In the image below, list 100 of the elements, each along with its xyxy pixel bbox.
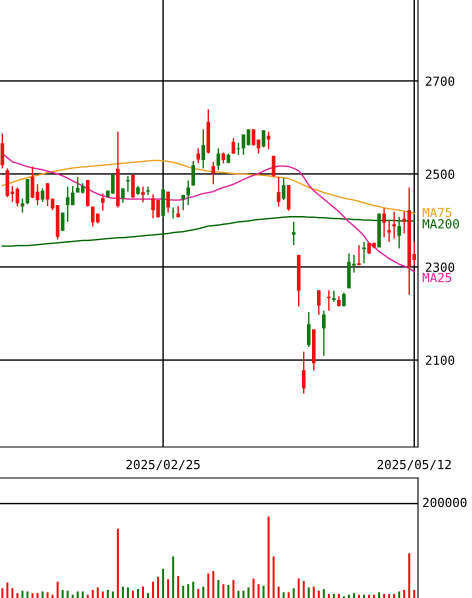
bar [368, 594, 370, 598]
candlestick [362, 241, 366, 264]
bar [31, 593, 34, 598]
bar [247, 587, 250, 598]
bar [46, 592, 49, 598]
bar [82, 591, 84, 598]
candlestick [101, 192, 105, 212]
candlestick [60, 212, 64, 232]
bar [298, 578, 300, 598]
bar [52, 594, 54, 598]
bar [352, 593, 355, 598]
bar [172, 556, 174, 598]
bar [36, 593, 39, 598]
bar [308, 587, 310, 598]
candlestick [332, 290, 336, 303]
y-tick-label: 2700 [426, 76, 454, 86]
bar [288, 592, 290, 598]
bar [373, 594, 376, 598]
bar [232, 580, 234, 598]
bar [197, 589, 200, 598]
bar [332, 594, 335, 598]
candlestick [276, 176, 280, 208]
candlestick [232, 137, 236, 155]
bar [106, 590, 109, 598]
candlestick [141, 186, 145, 204]
bar [312, 586, 315, 598]
bar [202, 586, 204, 598]
candlestick [20, 198, 24, 214]
bar [132, 590, 134, 598]
x-tick-label: 2025/02/25 [126, 460, 200, 470]
bar [242, 590, 244, 598]
text: 200000 [423, 498, 467, 508]
candlestick [342, 292, 346, 308]
bar [388, 594, 390, 598]
bar [278, 586, 280, 598]
candlestick [40, 188, 44, 203]
bar [302, 580, 305, 598]
bar [42, 591, 44, 598]
bar [212, 571, 214, 598]
candlestick [201, 128, 206, 170]
candlestick [292, 221, 296, 246]
candlestick [306, 311, 311, 348]
candlestick [272, 155, 276, 178]
bar [363, 594, 366, 598]
y-tick-label: 2500 [426, 169, 454, 179]
bar [1, 588, 4, 598]
bar [328, 594, 330, 598]
candlestick [121, 188, 125, 204]
y-tick-label: 2100 [426, 356, 454, 365]
series-label: MA75 [422, 208, 452, 218]
bar [383, 594, 386, 598]
bar [6, 582, 8, 598]
bar [26, 591, 28, 598]
bar [92, 590, 94, 598]
bar [408, 553, 410, 598]
bar [272, 556, 275, 598]
bar [122, 586, 124, 598]
candlestick [322, 310, 326, 357]
bar [96, 587, 99, 598]
candlestick [302, 350, 306, 394]
bar [11, 588, 14, 598]
bar [136, 589, 139, 598]
candlestick [266, 130, 270, 150]
bar [102, 591, 104, 598]
bar [217, 580, 220, 598]
bar [207, 574, 210, 598]
bar [56, 582, 59, 598]
candlestick [126, 175, 130, 192]
bar [16, 593, 18, 598]
candlestick [171, 206, 175, 220]
candlestick [196, 148, 200, 164]
bar [126, 587, 129, 598]
bar [86, 594, 89, 598]
candlestick [236, 142, 240, 156]
series-label: MA200 [422, 219, 459, 229]
candlestick [226, 152, 230, 164]
bar [192, 582, 194, 598]
bar [282, 592, 285, 598]
bar [142, 586, 144, 598]
bar [398, 591, 400, 598]
candlestick [191, 160, 196, 186]
candlestick [387, 219, 391, 243]
bar [187, 584, 190, 598]
x-tick-label: 2025/05/12 [378, 460, 451, 470]
bar [112, 591, 114, 598]
candlestick [316, 290, 321, 316]
candlestick [166, 190, 170, 214]
bar [182, 586, 184, 598]
bar [66, 590, 69, 598]
candlestick [131, 174, 135, 199]
bar [116, 528, 119, 598]
candlestick [337, 296, 341, 308]
candlestick [262, 130, 266, 148]
bar [177, 576, 180, 598]
bar [21, 590, 24, 598]
bar [378, 592, 380, 598]
bar [322, 589, 325, 598]
bar [222, 584, 224, 598]
bar [338, 594, 340, 598]
candlestick [282, 177, 286, 201]
